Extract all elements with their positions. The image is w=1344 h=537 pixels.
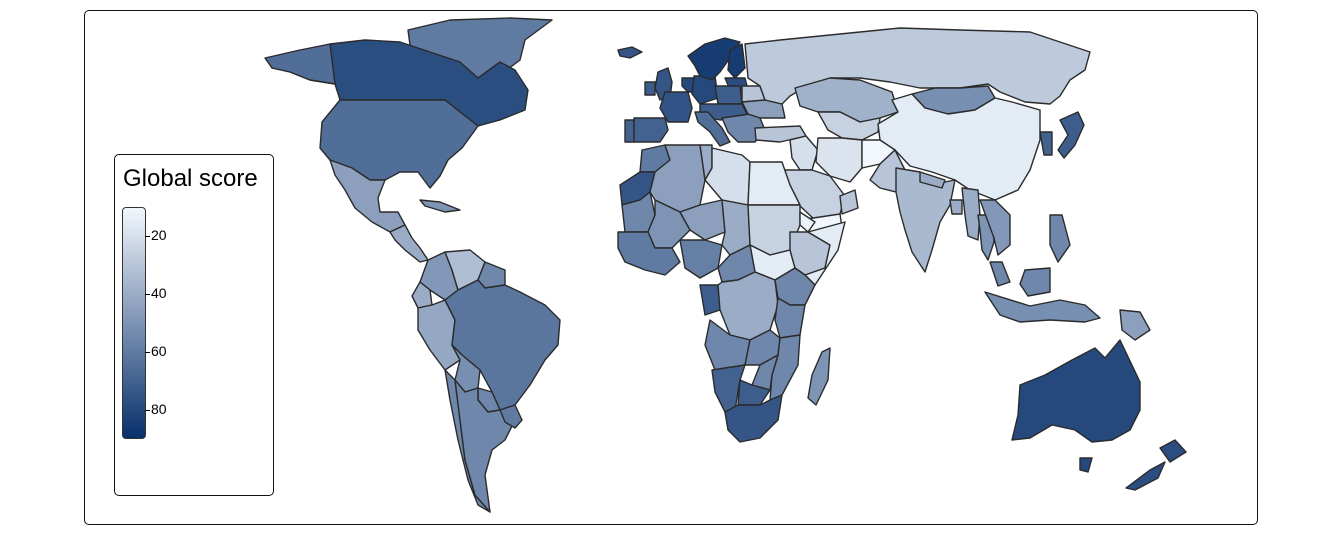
country-middle-east[interactable]: [789, 135, 819, 171]
country-australia[interactable]: [1011, 339, 1141, 443]
country-usa[interactable]: [319, 99, 479, 189]
country-myanmar[interactable]: [961, 187, 981, 241]
country-nepal[interactable]: [919, 171, 946, 189]
country-philippines[interactable]: [1049, 214, 1071, 263]
country-iceland[interactable]: [617, 46, 643, 59]
country-indochina[interactable]: [979, 199, 1011, 256]
country-libya[interactable]: [704, 147, 751, 206]
country-france[interactable]: [659, 91, 693, 123]
country-cuba[interactable]: [419, 199, 461, 213]
country-japan[interactable]: [1057, 111, 1085, 159]
country-west-africa[interactable]: [617, 231, 681, 276]
country-bangladesh[interactable]: [949, 199, 963, 215]
country-tasmania[interactable]: [1079, 457, 1093, 473]
legend-tick: 40: [145, 285, 167, 301]
country-south-africa[interactable]: [724, 394, 783, 443]
country-alaska[interactable]: [264, 43, 336, 85]
country-madagascar[interactable]: [807, 347, 831, 406]
country-russia[interactable]: [744, 27, 1091, 105]
country-gabon[interactable]: [699, 284, 721, 316]
country-zimbabwe[interactable]: [751, 354, 779, 391]
legend-color-bar: [122, 207, 146, 439]
country-oman[interactable]: [839, 189, 859, 215]
country-argentina[interactable]: [454, 379, 516, 513]
legend-tick: 60: [145, 343, 167, 359]
legend-title: Global score: [123, 165, 258, 192]
country-png[interactable]: [1119, 309, 1151, 341]
country-borneo[interactable]: [1019, 267, 1051, 297]
legend-tick: 20: [145, 227, 167, 243]
country-botswana[interactable]: [737, 379, 771, 406]
country-portugal[interactable]: [624, 119, 635, 143]
country-finland[interactable]: [727, 43, 746, 79]
legend: Global score 20 40 60 80: [114, 154, 274, 496]
country-central-asia[interactable]: [817, 111, 881, 141]
country-germany[interactable]: [691, 75, 719, 105]
country-central-america[interactable]: [389, 224, 429, 263]
map-frame: [84, 10, 1258, 525]
country-iran[interactable]: [815, 137, 863, 183]
country-mexico[interactable]: [329, 159, 406, 233]
legend-tick: 80: [145, 401, 167, 417]
country-korea[interactable]: [1039, 131, 1053, 156]
country-indonesia[interactable]: [984, 291, 1101, 323]
country-spain[interactable]: [633, 117, 669, 143]
country-nigeria[interactable]: [679, 239, 723, 279]
country-malaysia[interactable]: [989, 261, 1011, 287]
country-uruguay[interactable]: [499, 404, 523, 429]
country-new-zealand[interactable]: [1125, 439, 1187, 491]
country-scandinavia[interactable]: [687, 37, 741, 81]
country-ireland[interactable]: [644, 81, 656, 96]
country-poland[interactable]: [714, 85, 743, 105]
country-india[interactable]: [895, 167, 956, 273]
country-italy[interactable]: [694, 111, 731, 147]
country-canada[interactable]: [271, 39, 529, 127]
